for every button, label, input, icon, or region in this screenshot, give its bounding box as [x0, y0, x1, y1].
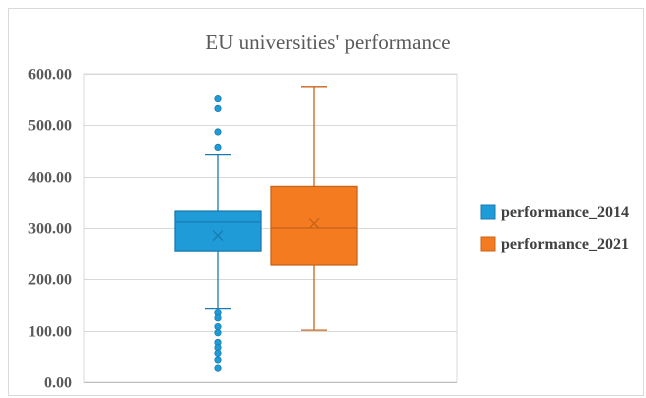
y-tick-label: 200.00	[28, 272, 72, 289]
box-iqr	[174, 210, 262, 252]
legend-item: performance_2021	[480, 236, 629, 253]
outlier-point	[214, 143, 222, 152]
mean-marker	[212, 230, 224, 242]
y-tick-label: 0.00	[44, 375, 72, 392]
plot-area: 0.00 100.00 200.00 300.00 400.00 500.00 600.00	[28, 67, 458, 392]
mean-marker	[308, 217, 320, 229]
box-performance-2014	[174, 95, 262, 372]
box-performance-2021	[270, 86, 358, 331]
y-tick-label: 300.00	[28, 221, 72, 238]
box-iqr	[270, 185, 358, 266]
legend: performance_2014 performance_2021	[480, 204, 629, 253]
legend-label: performance_2021	[501, 236, 629, 253]
legend-swatch	[480, 204, 496, 220]
outlier-point	[214, 329, 222, 337]
legend-label: performance_2014	[501, 204, 629, 221]
outlier-point	[214, 364, 222, 372]
outlier-point	[214, 349, 222, 357]
chart-title: EU universities' performance	[205, 30, 450, 54]
y-tick-label: 100.00	[28, 324, 72, 341]
y-tick-label: 400.00	[28, 170, 72, 187]
outlier-point	[214, 128, 222, 136]
outlier-point	[214, 356, 222, 364]
y-tick-label: 600.00	[28, 67, 72, 84]
outlier-point	[214, 104, 222, 112]
outlier-point	[214, 322, 222, 331]
outlier-point	[214, 95, 222, 103]
outlier-point	[214, 314, 222, 322]
legend-swatch	[480, 236, 496, 252]
legend-item: performance_2014	[480, 204, 629, 221]
y-tick-label: 500.00	[28, 118, 72, 135]
